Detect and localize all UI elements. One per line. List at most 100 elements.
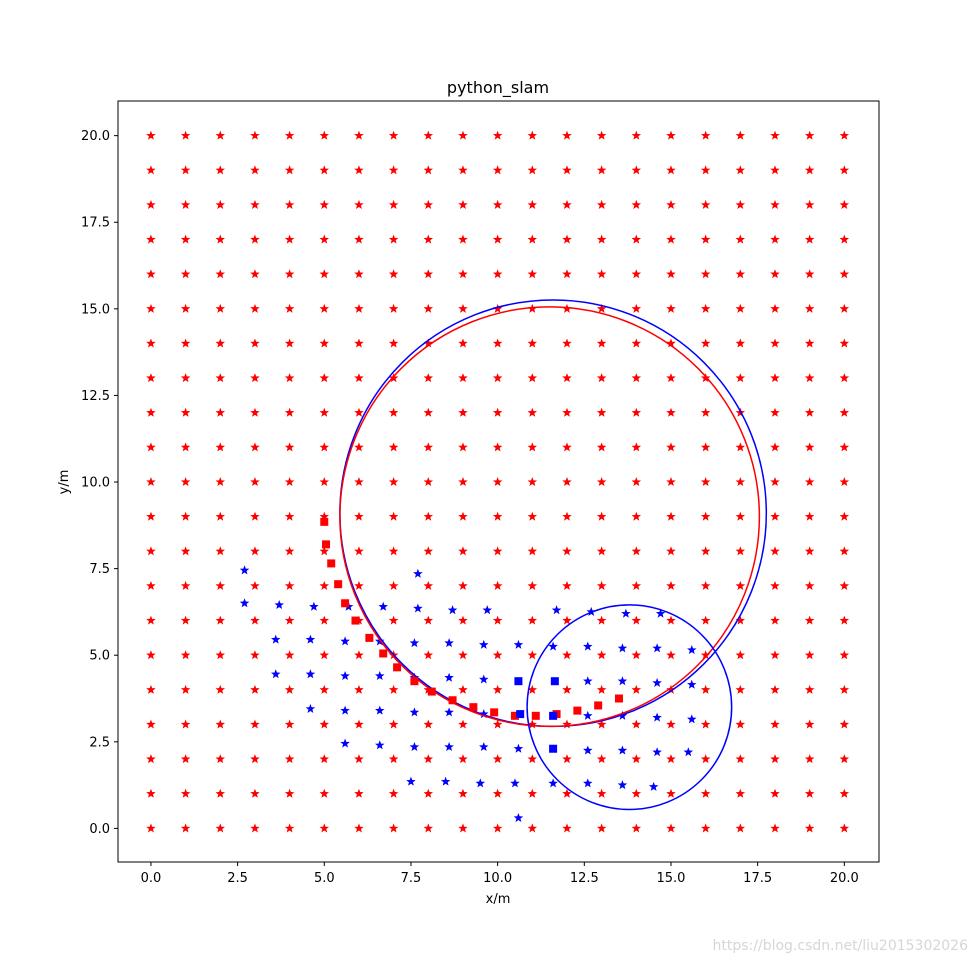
landmark-true-point xyxy=(804,546,815,556)
landmark-true-point xyxy=(215,199,226,209)
landmark-true-point xyxy=(423,130,434,140)
landmark-true-point xyxy=(354,788,364,798)
trajectory-true-line xyxy=(339,306,761,728)
landmark-true-point xyxy=(284,303,295,313)
landmark-true-point xyxy=(388,580,399,590)
landmark-true-point xyxy=(284,754,295,764)
landmark-true-point xyxy=(596,303,607,313)
landmark-true-point xyxy=(388,338,399,348)
landmark-observed-point xyxy=(340,670,350,681)
landmark-true-point xyxy=(562,269,572,279)
landmark-true-point xyxy=(839,303,850,313)
landmark-true-point xyxy=(735,511,746,521)
landmark-true-point xyxy=(735,477,746,487)
landmark-true-point xyxy=(666,442,676,452)
landmark-true-point xyxy=(666,511,676,521)
landmark-true-point xyxy=(146,684,156,694)
landmark-observed-point xyxy=(406,776,416,786)
landmark-observed-point xyxy=(583,778,593,788)
landmark-observed-point xyxy=(655,608,666,618)
landmark-observed-point xyxy=(479,709,489,719)
landmark-true-point xyxy=(250,199,260,209)
landmark-true-point xyxy=(631,303,642,313)
landmark-true-point xyxy=(700,338,711,348)
landmark-true-point xyxy=(180,303,191,313)
robot-true-pose xyxy=(573,706,582,715)
landmark-observed-point xyxy=(305,669,316,679)
landmark-true-point xyxy=(250,650,260,660)
landmark-true-point xyxy=(319,373,330,383)
landmark-true-point xyxy=(215,615,226,625)
landmark-observed-point xyxy=(586,606,596,616)
landmark-true-point xyxy=(354,442,364,452)
landmark-true-point xyxy=(354,823,364,833)
landmark-true-point xyxy=(666,788,676,798)
landmark-true-point xyxy=(631,615,642,625)
landmark-true-point xyxy=(700,477,711,487)
landmark-true-point xyxy=(735,684,746,694)
landmark-true-point xyxy=(735,754,746,764)
landmark-observed-point xyxy=(617,780,628,790)
robot-true-pose xyxy=(427,687,436,696)
landmark-true-point xyxy=(631,511,642,521)
landmark-true-point xyxy=(735,442,746,452)
x-axis: 0.0 2.5 5.0 7.5 10.0 12.5 15.0 17.5 20.0 xyxy=(141,862,859,886)
landmark-observed-point xyxy=(447,605,458,615)
robot-true-pose xyxy=(510,711,519,720)
landmark-true-point xyxy=(596,580,607,590)
landmark-true-point xyxy=(700,684,711,694)
landmark-true-point xyxy=(492,650,503,660)
landmark-true-point xyxy=(180,199,191,209)
landmark-observed-point xyxy=(621,608,631,618)
landmark-true-point xyxy=(596,373,607,383)
landmark-true-point xyxy=(388,823,399,833)
landmark-true-point xyxy=(596,407,607,417)
landmark-true-point xyxy=(804,303,815,313)
y-tick-label: 5.0 xyxy=(89,649,110,664)
y-tick-label: 15.0 xyxy=(81,302,110,317)
landmark-observed-point xyxy=(583,745,593,755)
landmark-true-point xyxy=(735,546,746,556)
landmark-true-point xyxy=(631,650,642,660)
robot-true-pose xyxy=(393,663,402,672)
landmark-true-point xyxy=(804,615,815,625)
landmark-true-point xyxy=(284,442,295,452)
x-tick-label: 20.0 xyxy=(830,871,859,886)
landmark-true-point xyxy=(666,338,676,348)
landmark-true-point xyxy=(735,199,746,209)
plot-frame xyxy=(117,100,880,863)
landmark-true-point xyxy=(180,754,191,764)
landmark-true-point xyxy=(527,234,538,244)
landmark-true-point xyxy=(458,303,468,313)
landmark-observed-point xyxy=(583,641,593,651)
landmark-true-point xyxy=(804,719,815,729)
landmark-observed-point xyxy=(444,707,454,717)
landmark-true-point xyxy=(319,234,330,244)
landmark-true-point xyxy=(492,511,503,521)
landmark-true-point xyxy=(423,788,434,798)
landmark-true-point xyxy=(319,338,330,348)
landmark-true-point xyxy=(388,719,399,729)
landmark-true-point xyxy=(250,788,260,798)
landmark-true-point xyxy=(284,719,295,729)
landmark-true-point xyxy=(735,338,746,348)
landmark-true-point xyxy=(423,373,434,383)
landmark-true-point xyxy=(423,580,434,590)
landmark-observed-point xyxy=(444,672,454,682)
landmark-true-point xyxy=(284,269,295,279)
landmark-true-point xyxy=(215,546,226,556)
landmark-true-point xyxy=(319,165,330,175)
landmark-true-point xyxy=(458,199,468,209)
landmark-true-point xyxy=(458,788,468,798)
landmark-true-point xyxy=(596,511,607,521)
landmark-true-point xyxy=(492,788,503,798)
landmark-true-point xyxy=(770,580,780,590)
landmark-true-point xyxy=(527,615,538,625)
landmark-true-point xyxy=(319,511,330,521)
landmark-true-point xyxy=(700,303,711,313)
landmark-observed-point xyxy=(617,745,628,755)
landmark-true-point xyxy=(180,338,191,348)
landmark-true-point xyxy=(180,823,191,833)
landmark-true-point xyxy=(596,234,607,244)
landmark-true-point xyxy=(354,199,364,209)
